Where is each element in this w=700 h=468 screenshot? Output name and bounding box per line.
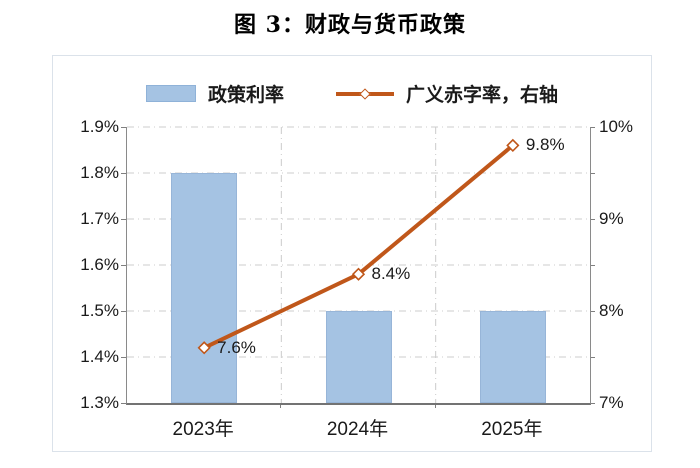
diamond-marker-icon <box>359 87 371 100</box>
line-series <box>197 138 520 355</box>
left-axis-tick-label: 1.9% <box>80 117 119 136</box>
left-axis-tick <box>121 173 126 174</box>
legend-label-deficit-rate: 广义赤字率，右轴 <box>406 84 559 106</box>
right-axis-tick-label: 8% <box>599 301 624 320</box>
left-axis-tick-label: 1.5% <box>80 301 119 320</box>
legend-item-deficit-rate: 广义赤字率，右轴 <box>336 80 558 107</box>
left-axis-tick-label: 1.4% <box>80 347 119 366</box>
legend-item-policy-rate: 政策利率 <box>145 80 284 107</box>
line-data-label: 8.4% <box>371 264 411 284</box>
chart-legend: 政策利率 广义赤字率，右轴 <box>53 80 651 107</box>
bar-policy-rate <box>325 311 392 403</box>
right-axis-tick <box>590 311 595 312</box>
right-axis-tick <box>590 265 595 266</box>
bar-policy-rate <box>479 311 546 403</box>
x-axis-category-label: 2024年 <box>326 419 389 440</box>
line-data-label: 9.8% <box>525 135 565 155</box>
right-axis-tick <box>590 357 595 358</box>
right-axis-tick <box>590 173 595 174</box>
right-axis-tick-label: 7% <box>599 393 624 412</box>
x-axis-tick <box>280 403 282 408</box>
line-data-label: 7.6% <box>217 337 256 357</box>
diamond-marker <box>506 138 520 153</box>
right-axis-tick <box>590 127 595 128</box>
right-axis-tick <box>590 219 595 220</box>
bar-series-swatch <box>145 85 196 102</box>
line-series-swatch <box>336 85 394 103</box>
right-axis-tick <box>590 403 595 404</box>
diamond-marker <box>351 267 366 281</box>
chart-card: 政策利率 广义赤字率，右轴 1.9% 1.8% 1.7% 1.6% 1.5% 1.4% 1.… <box>52 55 652 452</box>
left-axis-tick-label: 1.8% <box>80 163 119 182</box>
x-axis-tick <box>434 403 436 408</box>
left-axis-tick-label: 1.3% <box>80 393 119 412</box>
left-axis-tick-label: 1.7% <box>80 209 119 228</box>
left-axis-tick <box>121 127 126 128</box>
left-axis-tick <box>121 265 126 266</box>
chart-title: 图 3：财政与货币政策 <box>234 12 466 38</box>
left-axis-tick <box>121 403 126 404</box>
deficit-rate-line <box>202 143 515 350</box>
left-axis-tick <box>121 311 126 312</box>
plot-area: 7.6% 8.4% 9.8% <box>126 126 591 405</box>
left-axis-tick <box>121 219 126 220</box>
right-axis-tick-label: 9% <box>599 209 624 228</box>
bar-policy-rate <box>171 173 238 403</box>
x-axis-category-label: 2023年 <box>172 419 234 440</box>
right-axis-tick-label: 10% <box>599 117 634 136</box>
legend-label-policy-rate: 政策利率 <box>207 84 284 106</box>
left-axis-tick-label: 1.6% <box>80 255 119 274</box>
left-axis-tick <box>121 357 126 358</box>
diamond-marker <box>197 341 211 355</box>
x-axis-category-label: 2025年 <box>481 419 543 440</box>
